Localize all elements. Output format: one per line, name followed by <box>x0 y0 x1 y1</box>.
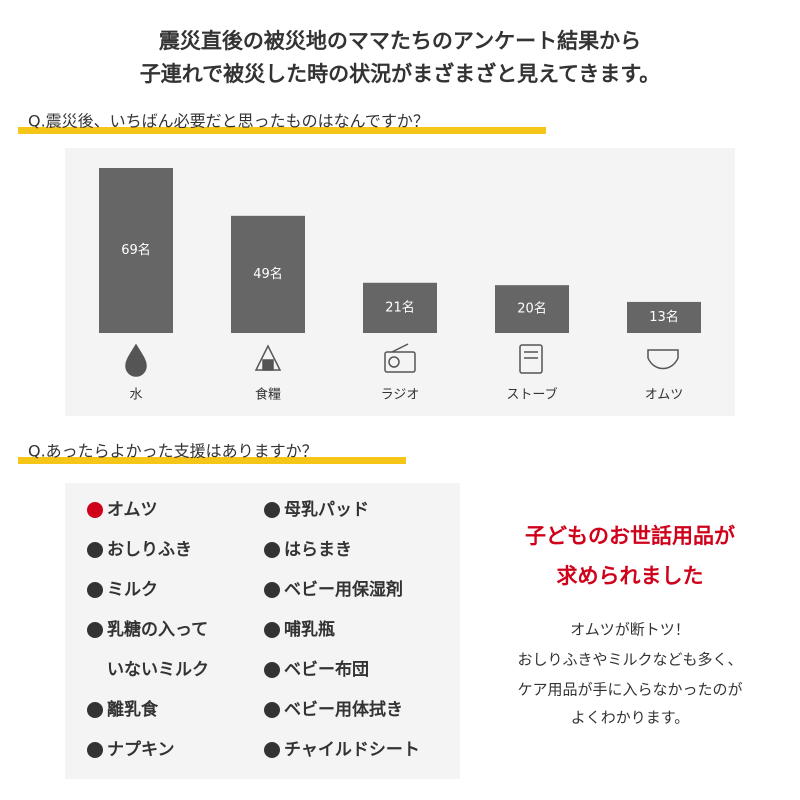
callout-headline: 子どものお世話用品が <box>525 524 735 548</box>
list-item: 母乳パッド <box>284 499 369 520</box>
highlight <box>18 457 406 464</box>
callout-body: オムツが断トツ！ <box>570 621 690 639</box>
list-item: ミルク <box>107 580 158 600</box>
callout-body: よくわかります。 <box>571 709 690 727</box>
question-title: Q.震災後、いちばん必要だと思ったものはなんですか？ <box>28 112 429 131</box>
bullet <box>264 502 280 518</box>
bar <box>363 282 437 333</box>
list-panel <box>65 483 460 779</box>
bullet <box>87 542 103 558</box>
list-item: 乳糖の入って <box>107 619 208 640</box>
value-label: 13名 <box>649 309 679 325</box>
header-line: 震災直後の被災地のママたちのアンケート結果から <box>159 29 641 53</box>
header-line: 子連れで被災した時の状況がまざまざと見えてきます。 <box>140 62 661 86</box>
bullet <box>87 502 103 518</box>
category-label: ラジオ <box>381 388 420 403</box>
list-item: いないミルク <box>107 660 209 680</box>
icons <box>125 343 679 377</box>
bar <box>627 301 701 333</box>
category-label: 食糧 <box>255 387 281 403</box>
callout-headline: 求められました <box>557 564 704 588</box>
question-title: Q.あったらよかった支援はありますか？ <box>28 442 318 461</box>
bullet <box>264 582 280 598</box>
list-item: オムツ <box>107 500 158 520</box>
list-item: ナプキン <box>107 739 175 760</box>
callout-body: ケア用品が手に入らなかったのが <box>517 681 742 699</box>
value-label: 21名 <box>385 299 415 315</box>
bar <box>231 215 305 333</box>
list-item: 離乳食 <box>107 699 159 720</box>
callout-body: おしりふきやミルクなども多く、 <box>517 651 742 669</box>
value-label: 20名 <box>517 301 547 317</box>
list-item: ベビー用保湿剤 <box>284 579 403 600</box>
category-label: ストーブ <box>506 387 557 403</box>
list-item: 哺乳瓶 <box>284 619 335 640</box>
bullet <box>87 622 103 638</box>
list-item: はらまき <box>284 540 352 560</box>
bullet <box>87 742 103 758</box>
bar <box>99 168 173 333</box>
bullet <box>264 742 280 758</box>
value-label: 49名 <box>253 266 283 282</box>
list-item: ベビー用体拭き <box>284 699 403 720</box>
bullet <box>87 582 103 598</box>
list-item: おしりふき <box>107 540 192 560</box>
value-label: 69名 <box>121 242 151 258</box>
category-label: 水 <box>129 388 142 403</box>
bullet <box>87 702 103 718</box>
list-item: チャイルドシート <box>284 740 420 760</box>
category-label: オムツ <box>645 388 684 403</box>
bar <box>495 285 569 333</box>
bullet <box>264 662 280 678</box>
list-item: ベビー布団 <box>284 659 369 680</box>
bullet <box>264 702 280 718</box>
bullet <box>264 622 280 638</box>
highlight <box>18 127 546 134</box>
bullet <box>264 542 280 558</box>
